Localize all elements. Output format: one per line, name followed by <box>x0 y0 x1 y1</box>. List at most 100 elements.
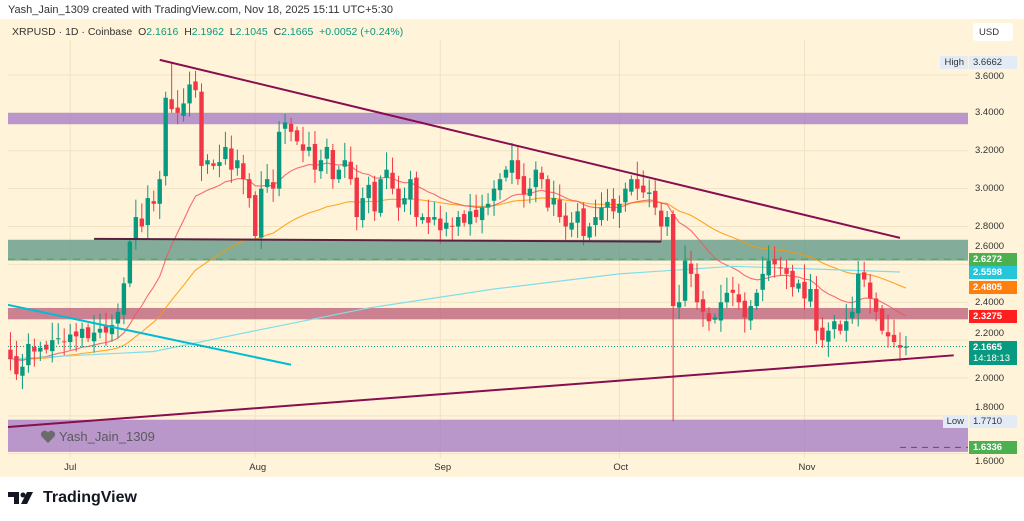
tradingview-logo[interactable]: TradingView <box>8 489 137 507</box>
candle-body <box>432 217 437 220</box>
candle-body <box>396 188 401 208</box>
candle-body <box>742 300 747 318</box>
candle-body <box>670 214 676 307</box>
candle-body <box>288 123 294 132</box>
candle-body <box>653 190 658 208</box>
candle-body <box>163 97 168 177</box>
price-zone <box>8 307 968 320</box>
candle-body <box>503 169 509 178</box>
time-tick-label: Jul <box>64 462 77 473</box>
candle-body <box>844 321 849 331</box>
low-value: 2.1045 <box>235 26 268 38</box>
candle-body <box>682 260 688 301</box>
candle-body <box>694 273 700 303</box>
candle-body <box>497 179 503 191</box>
candle-body <box>73 331 79 337</box>
candle-body <box>509 160 515 173</box>
candle-body <box>563 215 568 227</box>
high-label: H <box>184 26 192 38</box>
candle-body <box>354 177 359 218</box>
chart-credit: Yash_Jain_1309 created with TradingView.… <box>8 4 393 16</box>
candle-body <box>879 308 885 331</box>
candle-body <box>372 181 377 212</box>
candle-body <box>760 273 765 290</box>
candle-body <box>551 198 556 205</box>
candle-body <box>730 289 736 293</box>
candle-body <box>205 160 210 165</box>
candle-body <box>808 289 813 302</box>
trend-line <box>8 354 954 429</box>
candle-body <box>712 317 718 320</box>
candle-body <box>384 169 389 178</box>
candle-body <box>611 198 616 212</box>
candle-body <box>587 226 592 238</box>
candle-body <box>861 272 867 280</box>
candle-body <box>820 327 825 341</box>
candle-body <box>832 321 837 330</box>
candle-body <box>91 332 97 342</box>
candle-body <box>790 270 795 288</box>
candle-body <box>390 172 395 189</box>
candle-body <box>414 177 419 218</box>
candle-body <box>223 146 228 160</box>
candle-body <box>360 198 365 221</box>
symbol-legend: XRPUSD · 1D · Coinbase O2.1616 H2.1962 L… <box>12 26 403 38</box>
candle-body <box>26 343 31 366</box>
price-tick-label: 2.2000 <box>975 327 1005 339</box>
low-value-badge: 1.7710 <box>969 415 1017 429</box>
candle-body <box>444 222 449 229</box>
candle-body <box>282 122 288 129</box>
candle-body <box>491 188 497 201</box>
candle-body <box>330 150 336 180</box>
price-badge: 2.5598 <box>969 266 1017 279</box>
ema-fast-line <box>8 162 907 362</box>
close-label: C <box>273 26 282 38</box>
candle-body <box>479 207 485 221</box>
candle-body <box>706 313 712 322</box>
candle-body <box>485 203 491 208</box>
time-tick-label: Sep <box>434 462 452 473</box>
candle-body <box>796 283 801 289</box>
high-tag: High <box>940 56 968 70</box>
candle-body <box>605 201 610 208</box>
author-watermark: Yash_Jain_1309 <box>40 429 155 444</box>
price-chart[interactable] <box>0 0 1024 477</box>
candle-body <box>235 160 240 169</box>
candle-body <box>199 91 204 166</box>
candle-body <box>659 210 664 227</box>
candle-body <box>557 199 562 218</box>
candle-body <box>103 325 109 333</box>
candle-body <box>736 294 742 303</box>
symbol-info: XRPUSD · 1D · Coinbase <box>12 26 133 38</box>
price-tick-label: 1.8000 <box>975 402 1005 414</box>
candle-body <box>342 160 347 167</box>
ma-long-line <box>8 265 901 360</box>
currency-button[interactable]: USD <box>973 23 1013 41</box>
candle-body <box>2 350 6 356</box>
price-badge: 1.6336 <box>969 441 1017 455</box>
candle-body <box>527 188 533 196</box>
countdown-label: 14:18:13 <box>973 352 1010 364</box>
candle-body <box>623 188 628 203</box>
heart-icon <box>40 430 56 443</box>
candle-body <box>151 201 156 204</box>
candle-body <box>300 144 306 151</box>
candle-body <box>85 327 91 339</box>
price-badge: 2.3275 <box>969 310 1017 323</box>
candle-body <box>324 146 330 159</box>
candle-body <box>264 179 270 188</box>
candle-body <box>461 214 467 223</box>
brand-name: TradingView <box>43 489 137 506</box>
candle-body <box>766 260 771 276</box>
candle-body <box>50 340 55 352</box>
candle-body <box>121 283 127 315</box>
candle-body <box>826 330 831 342</box>
candle-body <box>867 282 873 299</box>
candle-body <box>139 218 145 227</box>
candle-body <box>814 289 819 331</box>
candle-body <box>467 211 473 225</box>
candle-body <box>187 84 192 104</box>
candle-body <box>533 169 539 188</box>
candle-body <box>97 328 103 333</box>
candle-body <box>181 103 186 116</box>
